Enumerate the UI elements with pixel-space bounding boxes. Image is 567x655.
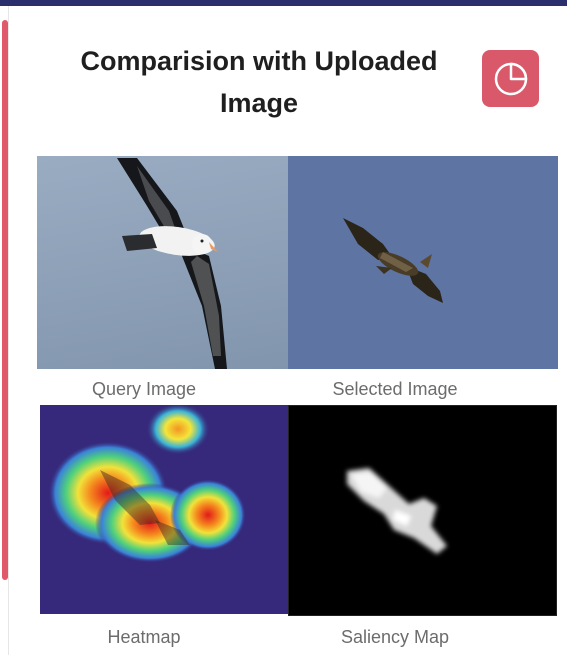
selected-image <box>288 156 558 369</box>
title-line-1: Comparision with Uploaded <box>80 46 438 76</box>
chart-button[interactable] <box>482 50 539 107</box>
albatross-image <box>117 158 227 369</box>
scroll-indicator[interactable] <box>2 20 8 580</box>
caption-heatmap: Heatmap <box>107 627 181 647</box>
caption-query: Query Image <box>91 379 197 399</box>
caption-selected: Selected Image <box>332 379 458 399</box>
heatmap-image <box>40 405 288 614</box>
heatmap-overlay <box>48 405 246 563</box>
pie-chart-icon <box>494 62 527 95</box>
card-border <box>8 6 9 655</box>
eagle-image <box>343 218 443 303</box>
saliency-mask <box>347 468 447 554</box>
top-navigation-bar <box>0 0 567 6</box>
page-title: Comparision with Uploaded Image <box>40 40 478 124</box>
saliency-map-image <box>288 405 557 616</box>
title-line-2: Image <box>219 88 299 118</box>
caption-saliency: Saliency Map <box>340 627 450 647</box>
query-image <box>37 156 288 369</box>
